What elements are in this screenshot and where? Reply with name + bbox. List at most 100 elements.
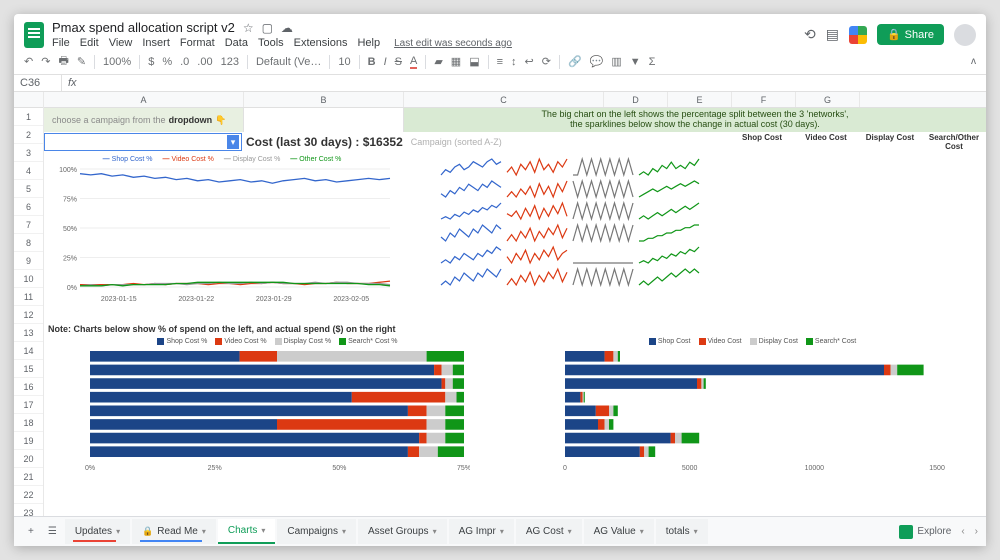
font-size[interactable]: 10 bbox=[338, 56, 350, 68]
history-icon[interactable]: ⟲ bbox=[804, 26, 816, 43]
banner-left: choose a campaign from the dropdown 👇 bbox=[44, 108, 244, 132]
spark-header-search: Search/Other Cost bbox=[922, 133, 986, 151]
link-button[interactable]: 🔗 bbox=[568, 55, 582, 68]
menu-data[interactable]: Data bbox=[225, 37, 248, 49]
svg-text:2023-01-15: 2023-01-15 bbox=[101, 296, 137, 303]
text-color-button[interactable]: A bbox=[410, 55, 417, 69]
menu-help[interactable]: Help bbox=[357, 37, 380, 49]
insert-chart-button[interactable]: ▥ bbox=[611, 55, 621, 68]
fill-color-button[interactable]: ▰ bbox=[434, 55, 442, 68]
svg-text:5000: 5000 bbox=[682, 465, 698, 472]
redo-button[interactable]: ↷ bbox=[41, 55, 50, 68]
cost-label: Cost (last 30 days) : $16352 bbox=[246, 135, 403, 149]
menu-tools[interactable]: Tools bbox=[258, 37, 284, 49]
svg-text:25%: 25% bbox=[208, 465, 222, 472]
borders-button[interactable]: ▦ bbox=[451, 55, 461, 68]
title-bar: Pmax spend allocation script v2 ☆ ▢ ☁ Fi… bbox=[14, 14, 986, 49]
svg-text:100%: 100% bbox=[59, 167, 77, 174]
paint-format-button[interactable]: ✎ bbox=[77, 55, 86, 68]
svg-text:50%: 50% bbox=[63, 226, 77, 233]
more-formats[interactable]: 123 bbox=[221, 56, 239, 68]
comment-button[interactable]: 💬 bbox=[590, 55, 604, 68]
share-label: Share bbox=[905, 29, 934, 41]
svg-text:2023-02-05: 2023-02-05 bbox=[333, 296, 369, 303]
note-text: Note: Charts below show % of spend on th… bbox=[44, 322, 986, 336]
sheet-tab-ag-impr[interactable]: AG Impr▾ bbox=[449, 519, 514, 544]
main-line-chart: Shop Cost %Video Cost %Display Cost %Oth… bbox=[44, 152, 400, 322]
sheet-tab-campaigns[interactable]: Campaigns▾ bbox=[277, 519, 356, 544]
menu-view[interactable]: View bbox=[109, 37, 133, 49]
filter-button[interactable]: ▼ bbox=[630, 56, 641, 68]
main-chart-legend: Shop Cost %Video Cost %Display Cost %Oth… bbox=[50, 156, 394, 163]
sparkline-grid bbox=[400, 152, 986, 322]
menu-insert[interactable]: Insert bbox=[142, 37, 170, 49]
add-sheet-button[interactable]: + bbox=[22, 522, 40, 541]
banner-right: The big chart on the left shows the perc… bbox=[404, 108, 986, 132]
campaign-dropdown[interactable] bbox=[44, 133, 242, 151]
sheet-tab-ag-cost[interactable]: AG Cost▾ bbox=[516, 519, 582, 544]
sheet-tab-asset-groups[interactable]: Asset Groups▾ bbox=[358, 519, 447, 544]
svg-text:2023-01-22: 2023-01-22 bbox=[178, 296, 214, 303]
last-edit-text[interactable]: Last edit was seconds ago bbox=[394, 38, 512, 49]
all-sheets-button[interactable]: ☰ bbox=[42, 522, 63, 541]
bar-right-legend: Shop CostVideo CostDisplay CostSearch* C… bbox=[525, 338, 980, 345]
main-chart-svg: 100%75%50%25%0%2023-01-152023-01-222023-… bbox=[50, 165, 394, 305]
bar-chart-absolute: Shop CostVideo CostDisplay CostSearch* C… bbox=[525, 338, 980, 477]
collapse-toolbar-button[interactable]: ʌ bbox=[971, 56, 976, 67]
bold-button[interactable]: B bbox=[368, 56, 376, 68]
valign-button[interactable]: ↕ bbox=[511, 56, 517, 68]
tab-scroll-right[interactable]: › bbox=[975, 526, 978, 537]
wrap-button[interactable]: ↩ bbox=[525, 55, 534, 68]
name-box[interactable]: C36 bbox=[14, 75, 62, 91]
grid[interactable]: ABCDEFG choose a campaign from the dropd… bbox=[44, 92, 986, 516]
meet-icon[interactable] bbox=[849, 26, 867, 44]
document-title[interactable]: Pmax spend allocation script v2 bbox=[52, 20, 235, 35]
bar-left-legend: Shop Cost %Video Cost %Display Cost %Sea… bbox=[50, 338, 505, 345]
dec-increase[interactable]: .00 bbox=[197, 56, 212, 68]
sheets-logo-icon bbox=[24, 22, 44, 48]
functions-button[interactable]: Σ bbox=[649, 56, 656, 68]
sheet-tab-read-me[interactable]: 🔒Read Me▾ bbox=[132, 519, 216, 544]
chart-zone: Shop Cost %Video Cost %Display Cost %Oth… bbox=[44, 152, 986, 322]
svg-text:0: 0 bbox=[563, 465, 567, 472]
italic-button[interactable]: I bbox=[384, 56, 387, 68]
lock-icon: 🔒 bbox=[887, 28, 901, 41]
sheet-tab-ag-value[interactable]: AG Value▾ bbox=[584, 519, 654, 544]
print-button[interactable]: 🖶 bbox=[58, 52, 68, 71]
explore-label: Explore bbox=[917, 526, 951, 537]
explore-icon bbox=[899, 525, 913, 539]
strike-button[interactable]: S bbox=[395, 56, 402, 68]
tab-strip: Updates▾🔒Read Me▾Charts▾Campaigns▾Asset … bbox=[65, 519, 708, 544]
move-icon[interactable]: ▢ bbox=[262, 21, 273, 35]
menu-extensions[interactable]: Extensions bbox=[294, 37, 348, 49]
bar-right-svg: 0 5000 10000 15000 bbox=[525, 347, 945, 472]
undo-button[interactable]: ↶ bbox=[24, 55, 33, 68]
bar-charts-zone: Shop Cost %Video Cost %Display Cost %Sea… bbox=[44, 336, 986, 479]
svg-text:15000: 15000 bbox=[929, 465, 945, 472]
merge-button[interactable]: ⬓ bbox=[469, 55, 479, 68]
explore-button[interactable]: Explore bbox=[899, 525, 951, 539]
halign-button[interactable]: ≡ bbox=[497, 56, 503, 68]
format-percent[interactable]: % bbox=[162, 56, 172, 68]
banner-right-line2: the sparklines below show the change in … bbox=[570, 120, 820, 130]
dec-decrease[interactable]: .0 bbox=[180, 56, 189, 68]
svg-text:10000: 10000 bbox=[805, 465, 825, 472]
star-icon[interactable]: ☆ bbox=[243, 21, 254, 35]
sheet-tab-updates[interactable]: Updates▾ bbox=[65, 519, 130, 544]
bar-left-svg: 0%25%50%75% bbox=[50, 347, 470, 472]
zoom-select[interactable]: 100% bbox=[103, 56, 131, 68]
format-currency[interactable]: $ bbox=[148, 56, 154, 68]
share-button[interactable]: 🔒 Share bbox=[877, 24, 944, 45]
account-avatar[interactable] bbox=[954, 24, 976, 46]
sheet-tab-totals[interactable]: totals▾ bbox=[656, 519, 708, 544]
cloud-status-icon: ☁ bbox=[281, 21, 293, 35]
sheet-tab-charts[interactable]: Charts▾ bbox=[218, 519, 275, 544]
svg-text:0%: 0% bbox=[85, 465, 95, 472]
font-select[interactable]: Default (Ve… bbox=[256, 56, 321, 68]
menu-format[interactable]: Format bbox=[180, 37, 215, 49]
tab-scroll-left[interactable]: ‹ bbox=[961, 526, 964, 537]
rotate-button[interactable]: ⟳ bbox=[542, 55, 551, 68]
comments-icon[interactable]: ▤ bbox=[826, 26, 839, 43]
menu-file[interactable]: File bbox=[52, 37, 70, 49]
menu-edit[interactable]: Edit bbox=[80, 37, 99, 49]
